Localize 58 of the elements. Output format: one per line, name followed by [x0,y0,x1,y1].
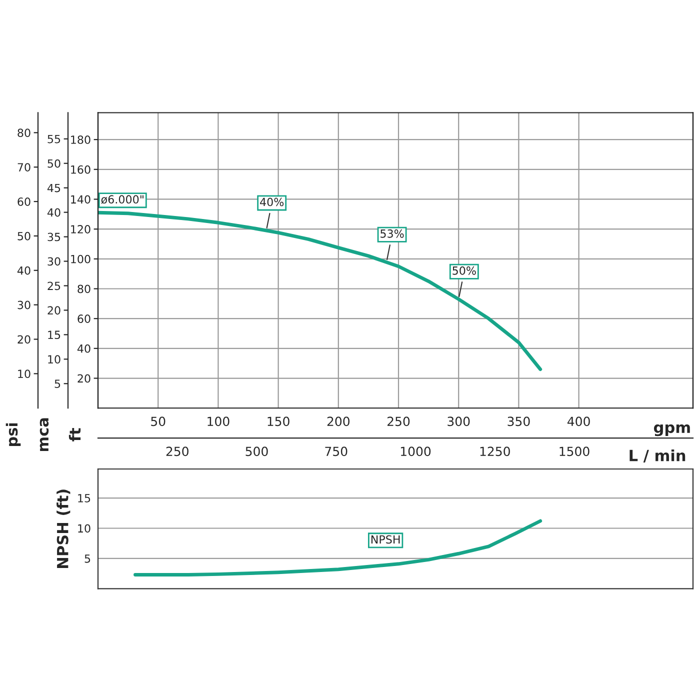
line-series [134,519,542,577]
y2-tick-label: 55 [48,135,60,144]
y2-tick-label: 45 [47,184,60,192]
x-tick-label: 300 [448,416,470,426]
y3-tick-label: 60 [18,198,30,206]
y3-tick-label: 20 [18,335,30,344]
series-label: NPSH [371,535,400,544]
x-tick-label: 400 [567,416,590,426]
x-tick-label: 150 [268,416,290,426]
annotation: 40% [260,198,284,206]
y-tick-label: 10 [78,524,90,533]
y2-axis-title: mca [40,418,49,452]
y3-tick-label: 80 [18,128,30,138]
y-tick-label: 120 [71,225,90,234]
x2-tick-label: 1250 [480,446,510,456]
y3-tick-label: 10 [18,370,30,378]
series-label: ø6.000" [101,195,144,204]
y2-tick-label: 5 [54,380,60,388]
y-axis-title: ft [68,428,81,442]
y-tick-label: 40 [77,344,90,353]
annotation: 50% [452,266,476,275]
y3-tick-label: 70 [18,163,30,172]
x-axis-title: gpm [654,424,690,436]
x2-tick-label: 750 [325,446,348,456]
y-tick-label: 60 [78,314,90,323]
y2-tick-label: 30 [48,257,60,266]
x2-axis-title: L / min [630,449,686,462]
x-tick-label: 350 [508,416,530,426]
y-tick-label: 80 [78,284,90,294]
y-tick-label: 20 [78,374,90,383]
x2-tick-label: 1500 [560,446,590,456]
y2-tick-label: 25 [48,282,60,290]
y-tick-label: 140 [71,195,90,204]
y2-tick-label: 35 [48,232,60,242]
y-tick-label: 5 [84,554,90,563]
x-tick-label: 200 [327,416,350,426]
y3-tick-label: 50 [18,232,30,240]
y2-tick-label: 50 [48,159,60,168]
x-tick-label: 250 [387,416,410,426]
y-tick-label: 15 [78,494,90,502]
y2-tick-label: 10 [48,355,60,364]
y3-tick-label: 40 [17,266,30,275]
x2-tick-label: 250 [166,446,188,456]
y-tick-label: 100 [71,254,90,264]
annotation: 53% [380,229,404,238]
y-tick-label: 160 [71,165,90,174]
x2-tick-label: 500 [246,446,268,456]
x-tick-label: 50 [151,416,166,426]
y2-tick-label: 40 [47,208,60,217]
x-tick-label: 100 [208,416,230,426]
y2-tick-label: 20 [48,306,60,315]
x2-tick-label: 1000 [400,446,431,456]
y3-tick-label: 30 [18,300,30,310]
y-tick-label: 180 [71,136,90,144]
y2-tick-label: 15 [48,330,60,340]
y-axis-title: NPSH (ft) [56,490,70,568]
y3-axis-title: psi [6,423,21,446]
line-series [98,210,542,372]
